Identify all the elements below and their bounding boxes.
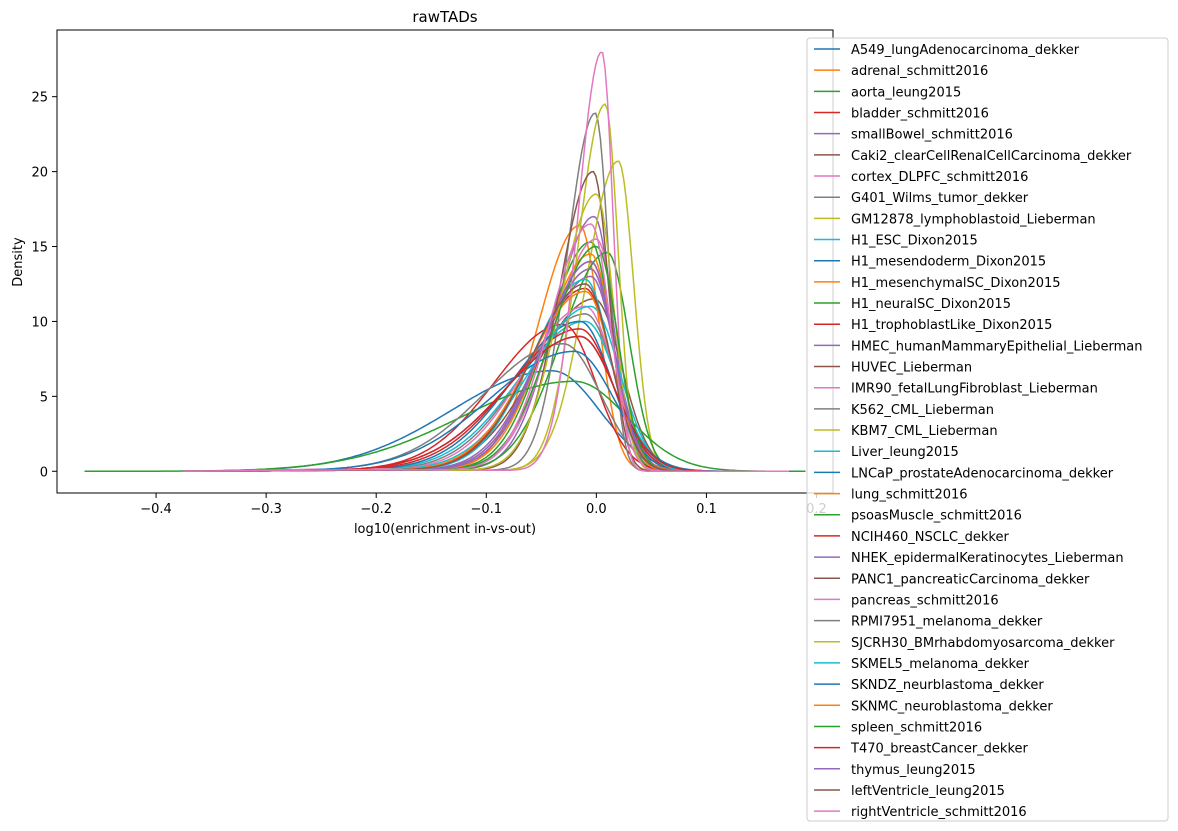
x-tick-label: −0.3 [250,502,282,517]
legend-entry-label: pancreas_schmitt2016 [851,593,999,608]
legend-entry-label: KBM7_CML_Lieberman [851,424,998,439]
x-axis-label: log10(enrichment in-vs-out) [354,522,536,537]
legend-entry-label: leftVentricle_leung2015 [851,784,1005,799]
legend-entry-label: SJCRH30_BMrhabdomyosarcoma_dekker [851,636,1115,651]
x-tick-label: −0.4 [140,502,172,517]
y-axis-label: Density [11,237,26,287]
legend-entry-label: H1_ESC_Dixon2015 [851,234,978,249]
legend-entry-label: aorta_leung2015 [851,85,961,100]
x-tick-label: −0.2 [360,502,392,517]
legend-entry-label: NHEK_epidermalKeratinocytes_Lieberman [851,551,1124,566]
chart-title: rawTADs [412,8,477,26]
y-tick-label: 25 [31,91,48,106]
legend-entry-label: GM12878_lymphoblastoid_Lieberman [851,212,1096,227]
y-axis-ticks: 0 5 10 15 20 25 [31,91,57,480]
legend-entry-label: A549_lungAdenocarcinoma_dekker [851,43,1080,58]
legend-entry-label: SKMEL5_melanoma_dekker [851,657,1030,672]
legend-box [806,37,1169,822]
legend-entry-label: RPMI7951_melanoma_dekker [851,615,1043,630]
x-tick-label: −0.1 [470,502,502,517]
legend-entry-label: H1_neuralSC_Dixon2015 [851,297,1011,312]
y-tick-label: 0 [40,465,48,480]
legend-entry-label: Liver_leung2015 [851,445,959,460]
density-curve [183,223,789,473]
legend-entry-label: H1_mesenchymalSC_Dixon2015 [851,276,1061,291]
legend-entry-label: lung_schmitt2016 [851,488,968,503]
x-tick-label: 0.0 [586,502,607,517]
legend-entry-label: SKNMC_neuroblastoma_dekker [851,699,1053,714]
legend-entry-label: HUVEC_Lieberman [851,361,972,376]
legend-entry-label: bladder_schmitt2016 [851,107,989,122]
legend-entry-label: NCIH460_NSCLC_dekker [851,530,1009,545]
density-curves [84,51,806,473]
legend-entry-label: H1_trophoblastLike_Dixon2015 [851,318,1052,333]
legend-entry-label: PANC1_pancreaticCarcinoma_dekker [851,572,1090,587]
legend-entry-label: IMR90_fetalLungFibroblast_Lieberman [851,382,1098,397]
legend-entry-label: Caki2_clearCellRenalCellCarcinoma_dekker [851,149,1132,164]
legend-entry-label: LNCaP_prostateAdenocarcinoma_dekker [851,466,1114,481]
legend-entry-label: T470_breastCancer_dekker [850,742,1029,757]
legend-entry-label: spleen_schmitt2016 [851,720,982,735]
legend-entry-label: thymus_leung2015 [851,763,976,778]
legend-entry-label: K562_CML_Lieberman [851,403,994,418]
legend-entry-label: cortex_DLPFC_schmitt2016 [851,170,1028,185]
legend-entry-label: SKNDZ_neurblastoma_dekker [851,678,1044,693]
legend-entry-label: HMEC_humanMammaryEpithelial_Lieberman [851,339,1142,354]
legend-entry-label: smallBowel_schmitt2016 [851,128,1013,143]
legend-entry-label: adrenal_schmitt2016 [851,64,988,79]
legend-entry-label: G401_Wilms_tumor_dekker [851,191,1029,206]
legend-entry-label: psoasMuscle_schmitt2016 [851,509,1022,524]
y-tick-label: 15 [31,241,48,256]
legend: A549_lungAdenocarcinoma_dekker adrenal_sc… [806,37,1169,822]
legend-entry-label: rightVentricle_schmitt2016 [851,805,1027,820]
y-tick-label: 10 [31,315,48,330]
y-tick-label: 20 [31,166,48,181]
x-tick-label: 0.1 [696,502,717,517]
legend-entry-label: H1_mesendoderm_Dixon2015 [851,255,1046,270]
y-tick-label: 5 [40,390,48,405]
